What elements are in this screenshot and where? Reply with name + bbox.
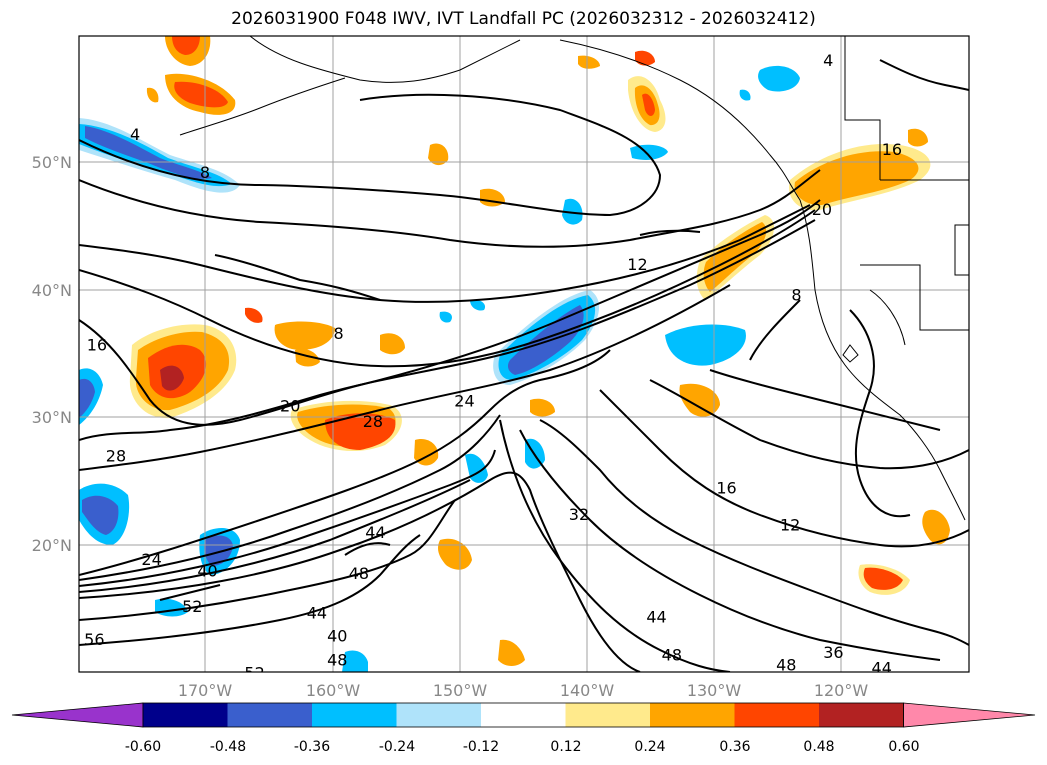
colorbar-segment (565, 703, 651, 727)
colorbar-segment (143, 703, 228, 727)
colorbar (11, 702, 1036, 728)
colorbar-tick-label: 0.24 (634, 739, 665, 755)
contour-label: 8 (333, 324, 343, 343)
contour-label: 8 (200, 163, 210, 182)
lon-label: 120°W (814, 681, 869, 700)
contour-label: 48 (776, 656, 796, 675)
contour-label: 48 (327, 651, 347, 670)
contour-label: 36 (823, 643, 843, 662)
contour-label: 48 (662, 646, 682, 665)
contour-label: 16 (87, 335, 107, 354)
contour-label: 28 (106, 446, 126, 465)
lon-label: 150°W (433, 681, 488, 700)
colorbar-segment (312, 703, 397, 727)
lat-label: 20°N (32, 536, 72, 555)
colorbar-segment (734, 703, 820, 727)
lon-label: 140°W (560, 681, 615, 700)
colorbar-tick-label: 0.48 (803, 739, 834, 755)
colorbar-frame (142, 702, 904, 728)
shading-layer (79, 36, 950, 672)
colorbar-tick-label: 0.12 (550, 739, 581, 755)
contour-label: 32 (569, 505, 589, 524)
graticule (79, 36, 969, 672)
map-title: 2026031900 F048 IWV, IVT Landfall PC (20… (231, 9, 816, 29)
lat-label: 50°N (32, 153, 72, 172)
lat-label: 40°N (32, 281, 72, 300)
contour-label: 44 (365, 523, 385, 542)
contour-label: 20 (812, 200, 832, 219)
contour-label: 24 (454, 392, 474, 411)
contour-label: 40 (327, 626, 347, 645)
coastlines (179, 36, 969, 521)
colorbar-segment (396, 703, 482, 727)
contour-label: 16 (882, 140, 902, 159)
colorbar-segment (650, 703, 735, 727)
map-frame (78, 35, 970, 673)
colorbar-tick-label: -0.48 (210, 739, 246, 755)
contour-label: 56 (84, 630, 104, 649)
contour-label: 20 (280, 397, 300, 416)
colorbar-tick-label: 0.36 (719, 739, 750, 755)
contour-label: 28 (363, 412, 383, 431)
contour-label: 52 (182, 597, 202, 616)
lon-label: 160°W (306, 681, 361, 700)
contour-label: 4 (130, 125, 140, 144)
lat-labels: 50°N 40°N 30°N 20°N (32, 153, 72, 555)
colorbar-ticks: -0.60 -0.48 -0.36 -0.24 -0.12 0.12 0.24 … (125, 739, 920, 755)
contour-lines (79, 59, 969, 672)
contour-label: 52 (244, 663, 264, 682)
lat-label: 30°N (32, 408, 72, 427)
contour-label: 44 (646, 607, 666, 626)
contour-label: 4 (823, 51, 833, 70)
colorbar-extend-low (11, 702, 144, 728)
lon-labels: 170°W 160°W 150°W 140°W 130°W 120°W (178, 681, 869, 700)
colorbar-segment (227, 703, 313, 727)
colorbar-tick-label: -0.24 (379, 739, 415, 755)
contour-label: 24 (141, 550, 161, 569)
lon-label: 130°W (687, 681, 742, 700)
contour-label: 12 (627, 255, 647, 274)
colorbar-tick-label: -0.60 (125, 739, 161, 755)
contour-label: 8 (791, 286, 801, 305)
colorbar-segment (481, 703, 566, 727)
colorbar-segment (819, 703, 904, 727)
contour-label: 40 (197, 561, 217, 580)
contour-label: 16 (716, 478, 736, 497)
colorbar-tick-label: -0.36 (294, 739, 330, 755)
contour-label: 12 (780, 515, 800, 534)
lon-label: 170°W (178, 681, 233, 700)
colorbar-tick-label: -0.12 (463, 739, 499, 755)
colorbar-tick-label: 0.60 (888, 739, 919, 755)
contour-label: 44 (307, 603, 327, 622)
contour-label: 44 (872, 658, 892, 677)
colorbar-extend-high (903, 702, 1036, 728)
contour-label: 48 (349, 564, 369, 583)
